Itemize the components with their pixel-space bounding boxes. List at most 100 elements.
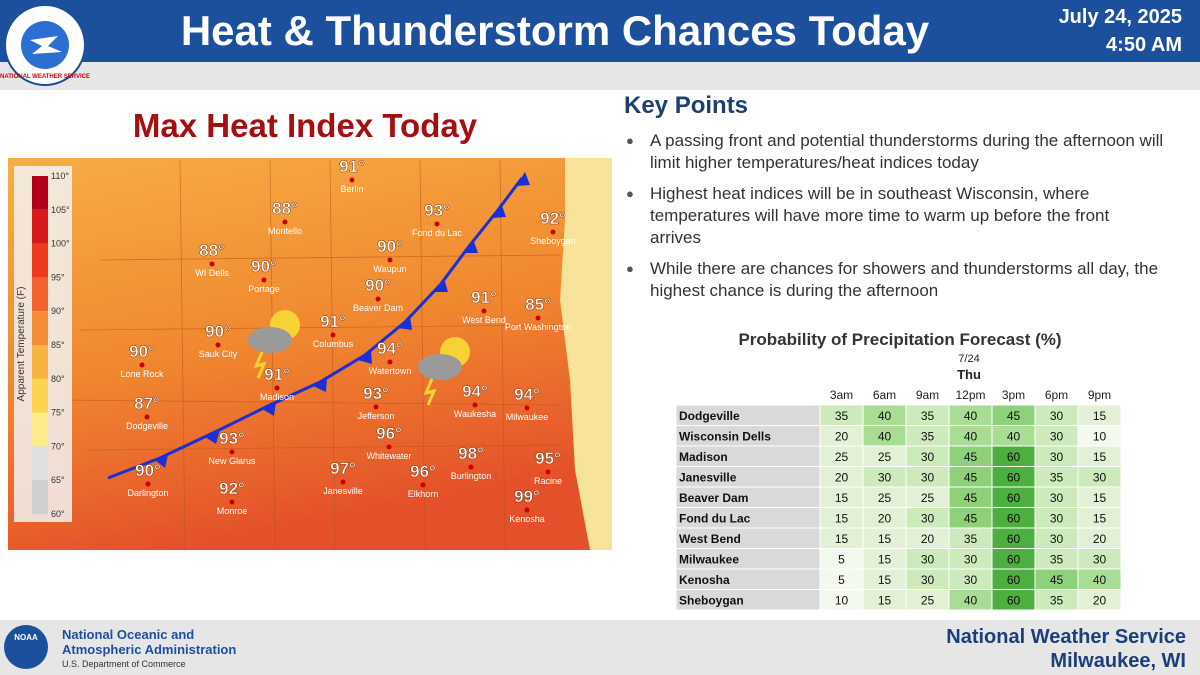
city: 90° Darlington bbox=[127, 461, 168, 498]
city-name: Elkhorn bbox=[408, 489, 439, 499]
row-name: Sheboygan bbox=[679, 594, 744, 608]
city-value: 93° bbox=[424, 201, 450, 220]
cell-value: 30 bbox=[921, 573, 935, 587]
city-dot bbox=[349, 177, 355, 183]
table-title: Probability of Precipitation Forecast (%… bbox=[738, 330, 1061, 349]
cell-value: 30 bbox=[1050, 450, 1064, 464]
city-value: 91° bbox=[339, 157, 365, 176]
city: 97° Janesville bbox=[323, 459, 363, 496]
city-name: Madison bbox=[260, 392, 294, 402]
cell-value: 25 bbox=[878, 491, 892, 505]
city-name: New Glarus bbox=[208, 456, 256, 466]
cell-value: 60 bbox=[1007, 594, 1021, 608]
cell-value: 20 bbox=[921, 532, 935, 546]
legend-title: Apparent Temperature (F) bbox=[16, 287, 27, 402]
city-value: 88° bbox=[272, 199, 298, 218]
row-name: West Bend bbox=[679, 532, 741, 546]
cell-value: 20 bbox=[1093, 532, 1107, 546]
city-value: 92° bbox=[540, 209, 566, 228]
cell-value: 25 bbox=[835, 450, 849, 464]
legend-swatch bbox=[32, 277, 48, 312]
cell-value: 45 bbox=[964, 450, 978, 464]
cell-value: 30 bbox=[921, 471, 935, 485]
city-dot bbox=[472, 402, 478, 408]
city-value: 88° bbox=[199, 241, 225, 260]
noaa-logo-text: NOAA bbox=[14, 633, 38, 642]
cell-value: 25 bbox=[921, 594, 935, 608]
cell-value: 15 bbox=[835, 491, 849, 505]
city: 90° Waupun bbox=[373, 237, 406, 274]
cell-value: 20 bbox=[835, 430, 849, 444]
city-dot bbox=[145, 481, 151, 487]
key-points: Key Points A passing front and potential… bbox=[624, 92, 1164, 311]
city-name: Jefferson bbox=[358, 411, 395, 421]
cell-value: 15 bbox=[835, 532, 849, 546]
cell-value: 15 bbox=[835, 512, 849, 526]
cell-value: 20 bbox=[835, 471, 849, 485]
cell-value: 30 bbox=[921, 512, 935, 526]
header-time: 4:50 AM bbox=[1106, 34, 1182, 56]
cell-value: 35 bbox=[921, 409, 935, 423]
agency-line: Atmospheric Administration bbox=[62, 642, 236, 657]
nws-logo-bolt bbox=[30, 36, 62, 54]
cell-value: 30 bbox=[1093, 471, 1107, 485]
cell-value: 60 bbox=[1007, 512, 1021, 526]
city-dot bbox=[375, 296, 381, 302]
agency-line: National Oceanic and bbox=[62, 627, 194, 642]
row-name: Janesville bbox=[679, 471, 737, 485]
city-name: Milwaukee bbox=[506, 412, 549, 422]
cell-value: 25 bbox=[878, 450, 892, 464]
city: 98° Burlington bbox=[451, 444, 492, 481]
city-value: 94° bbox=[514, 385, 540, 404]
city: 88° WI Dells bbox=[195, 241, 229, 278]
city-name: Berlin bbox=[340, 184, 363, 194]
city: 92° Monroe bbox=[217, 479, 248, 516]
city-value: 99° bbox=[514, 487, 540, 506]
city: 92° Sheboygan bbox=[530, 209, 576, 246]
legend-label: 90° bbox=[51, 306, 65, 316]
city: 96° Whitewater bbox=[366, 424, 411, 461]
city-name: Columbus bbox=[313, 339, 354, 349]
cell-value: 30 bbox=[878, 471, 892, 485]
city-dot bbox=[139, 362, 145, 368]
city-name: Kenosha bbox=[509, 514, 545, 524]
footer-band bbox=[615, 620, 1200, 675]
city: 85° Port Washington bbox=[505, 295, 571, 332]
cell-value: 35 bbox=[1050, 553, 1064, 567]
city-value: 93° bbox=[219, 429, 245, 448]
city-value: 90° bbox=[135, 461, 161, 480]
city: 93° New Glarus bbox=[208, 429, 256, 466]
cell-value: 40 bbox=[878, 409, 892, 423]
city-name: Lone Rock bbox=[120, 369, 164, 379]
city-name: Port Washington bbox=[505, 322, 571, 332]
city-name: Dodgeville bbox=[126, 421, 168, 431]
legend-label: 110° bbox=[51, 171, 69, 181]
city-name: Watertown bbox=[369, 366, 412, 376]
legend-label: 70° bbox=[51, 441, 65, 451]
cell-value: 30 bbox=[1050, 532, 1064, 546]
row-name: Madison bbox=[679, 450, 728, 464]
city-value: 90° bbox=[365, 276, 391, 295]
cell-value: 5 bbox=[838, 553, 845, 567]
cell-value: 40 bbox=[1093, 573, 1107, 587]
cell-value: 30 bbox=[1050, 409, 1064, 423]
city: 88° Montello bbox=[268, 199, 302, 236]
city-value: 97° bbox=[330, 459, 356, 478]
cell-value: 40 bbox=[1007, 430, 1021, 444]
cell-value: 30 bbox=[921, 450, 935, 464]
city-value: 90° bbox=[251, 257, 277, 276]
cell-value: 35 bbox=[964, 532, 978, 546]
city-value: 87° bbox=[134, 394, 160, 413]
legend-swatch bbox=[32, 480, 48, 514]
cell-value: 35 bbox=[921, 430, 935, 444]
city-name: Racine bbox=[534, 476, 562, 486]
city-value: 85° bbox=[525, 295, 551, 314]
cell-value: 15 bbox=[1093, 450, 1107, 464]
city-name: Sheboygan bbox=[530, 236, 576, 246]
cell-value: 20 bbox=[878, 512, 892, 526]
city: 91° Columbus bbox=[313, 312, 354, 349]
city: 94° Milwaukee bbox=[506, 385, 549, 422]
city-value: 93° bbox=[363, 384, 389, 403]
